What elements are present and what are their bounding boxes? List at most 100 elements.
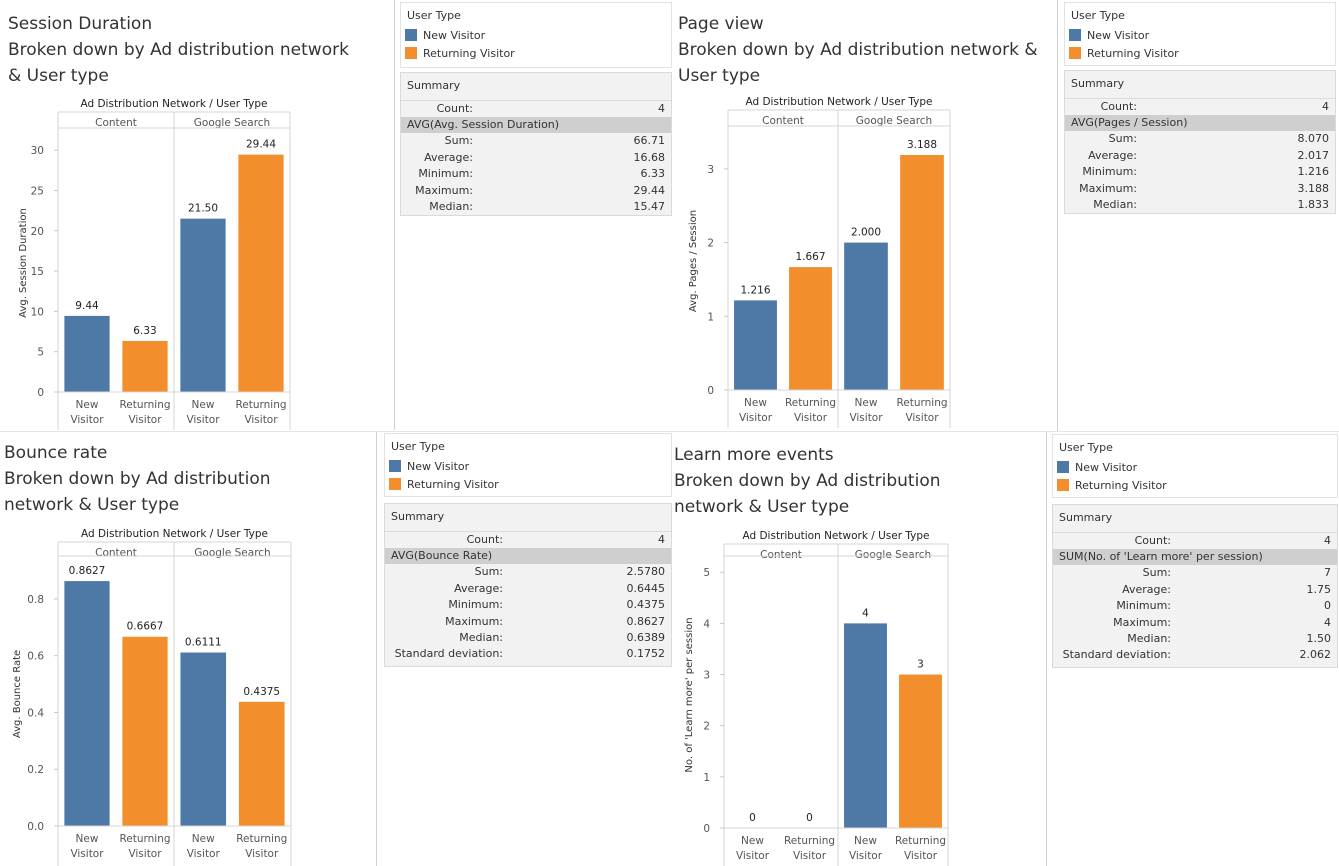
group-label: Google Search <box>194 547 270 559</box>
group-label: Google Search <box>194 117 270 129</box>
summary-value: 0.1752 <box>626 647 666 661</box>
summary-value: 15.47 <box>633 199 666 213</box>
summary-title: Summary <box>385 504 671 532</box>
summary-value: 4 <box>1322 100 1329 113</box>
summary-label: Sum: <box>444 134 473 148</box>
x-tick-label: Visitor <box>904 850 938 862</box>
summary-row: Minimum: 6.33 <box>401 166 671 182</box>
legend-item-new-visitor[interactable]: New Visitor <box>405 26 671 44</box>
x-tick-label: New <box>76 399 99 411</box>
bar-new-visitor <box>64 315 110 392</box>
summary-value: 29.44 <box>633 183 666 197</box>
chart-title: Bounce rate Broken down by Ad distributi… <box>4 443 271 515</box>
data-label: 0.6111 <box>185 637 222 649</box>
summary-title: Summary <box>1065 71 1335 99</box>
summary-label: Minimum: <box>1082 165 1137 179</box>
summary-row: Minimum: 0 <box>1053 598 1337 614</box>
x-tick-label: New <box>854 835 877 847</box>
summary-value: 2.062 <box>1299 648 1332 662</box>
x-tick-label: New <box>744 397 767 409</box>
x-tick-label: Visitor <box>186 414 220 426</box>
y-tick-label: 4 <box>703 618 710 630</box>
swatch-returning <box>405 47 417 59</box>
data-label: 21.50 <box>188 203 218 215</box>
summary-value: 16.68 <box>633 150 666 164</box>
legend: User Type New Visitor Returning Visitor <box>1052 434 1338 498</box>
summary-row: Sum: 8.070 <box>1065 131 1335 147</box>
data-label: 3 <box>917 659 924 671</box>
summary-label: Maximum: <box>445 614 503 628</box>
summary-label: Standard deviation: <box>394 647 503 661</box>
legend-item-returning-visitor[interactable]: Returning Visitor <box>389 475 671 493</box>
summary-measure: AVG(Pages / Session) <box>1065 115 1335 132</box>
swatch-new <box>1057 461 1069 473</box>
bar-returning-visitor <box>899 674 942 828</box>
y-tick-label: 2 <box>707 238 714 250</box>
x-tick-label: Visitor <box>794 412 828 424</box>
bar-returning-visitor <box>238 154 284 392</box>
bar-returning-visitor <box>789 267 832 390</box>
y-tick-label: 0.8 <box>27 594 44 606</box>
summary-value: 66.71 <box>633 134 666 148</box>
x-tick-label: Returning <box>119 833 170 845</box>
x-tick-label: Visitor <box>128 414 162 426</box>
summary-label: Maximum: <box>415 183 473 197</box>
data-label: 9.44 <box>75 300 99 312</box>
x-tick-label: Visitor <box>128 848 162 860</box>
legend-title: User Type <box>1059 441 1113 454</box>
bar-chart: Ad Distribution Network / User Type Conte… <box>688 96 951 428</box>
summary-title: Summary <box>401 73 671 101</box>
summary-value: 2.017 <box>1297 148 1330 162</box>
summary-row: Minimum: 0.4375 <box>385 597 671 613</box>
summary-row: Average: 1.75 <box>1053 582 1337 598</box>
summary-value: 2.5780 <box>626 565 666 579</box>
swatch-new <box>1069 29 1081 41</box>
summary-value: 6.33 <box>640 167 666 181</box>
summary-label: Standard deviation: <box>1062 648 1171 662</box>
summary-label: Median: <box>1093 197 1137 211</box>
summary-row: Average: 0.6445 <box>385 581 671 597</box>
summary-label: Count: <box>436 102 473 115</box>
summary-label: Average: <box>1122 582 1171 596</box>
summary-label: Median: <box>1127 631 1171 645</box>
x-tick-label: Visitor <box>793 850 827 862</box>
summary-value: 4 <box>1324 615 1331 629</box>
legend-item-new-visitor[interactable]: New Visitor <box>1057 458 1337 476</box>
summary-measure: AVG(Bounce Rate) <box>385 548 671 565</box>
summary-label: Sum: <box>1142 566 1171 580</box>
x-tick-label: Visitor <box>736 850 770 862</box>
summary-row: Median: 15.47 <box>401 199 671 215</box>
summary-value: 4 <box>1324 534 1331 547</box>
summary-label: Count: <box>1134 534 1171 547</box>
x-tick-label: Visitor <box>187 848 221 860</box>
y-tick-label: 1 <box>707 311 714 323</box>
data-label: 1.667 <box>795 251 825 263</box>
data-label: 29.44 <box>246 139 276 151</box>
legend-item-returning-visitor[interactable]: Returning Visitor <box>1057 476 1337 494</box>
summary-count-row: Count: 4 <box>385 532 671 548</box>
legend-item-returning-visitor[interactable]: Returning Visitor <box>1069 44 1335 62</box>
legend-item-returning-visitor[interactable]: Returning Visitor <box>405 44 671 62</box>
chart-header: Ad Distribution Network / User Type <box>81 528 268 540</box>
x-tick-label: Returning <box>895 835 946 847</box>
y-tick-label: 1 <box>703 772 710 784</box>
summary-label: Count: <box>1100 100 1137 113</box>
summary-label: Median: <box>429 199 473 213</box>
summary-row: Maximum: 3.188 <box>1065 181 1335 197</box>
x-tick-label: Returning <box>896 397 947 409</box>
y-tick-label: 0 <box>707 385 714 397</box>
chart-header: Ad Distribution Network / User Type <box>745 96 932 108</box>
x-tick-label: Visitor <box>905 412 939 424</box>
x-tick-label: Visitor <box>245 848 279 860</box>
summary-measure: AVG(Avg. Session Duration) <box>401 117 671 134</box>
chart-title: Learn more events Broken down by Ad dist… <box>674 445 941 517</box>
y-tick-label: 5 <box>703 567 710 579</box>
summary-value: 4 <box>658 102 665 115</box>
legend-item-new-visitor[interactable]: New Visitor <box>389 457 671 475</box>
summary-label: Minimum: <box>448 598 503 612</box>
bar-chart: Ad Distribution Network / User Type Conte… <box>12 528 292 866</box>
summary-count-row: Count: 4 <box>401 101 671 117</box>
bar-returning-visitor <box>122 636 168 826</box>
legend-item-new-visitor[interactable]: New Visitor <box>1069 26 1335 44</box>
x-tick-label: Returning <box>235 399 286 411</box>
